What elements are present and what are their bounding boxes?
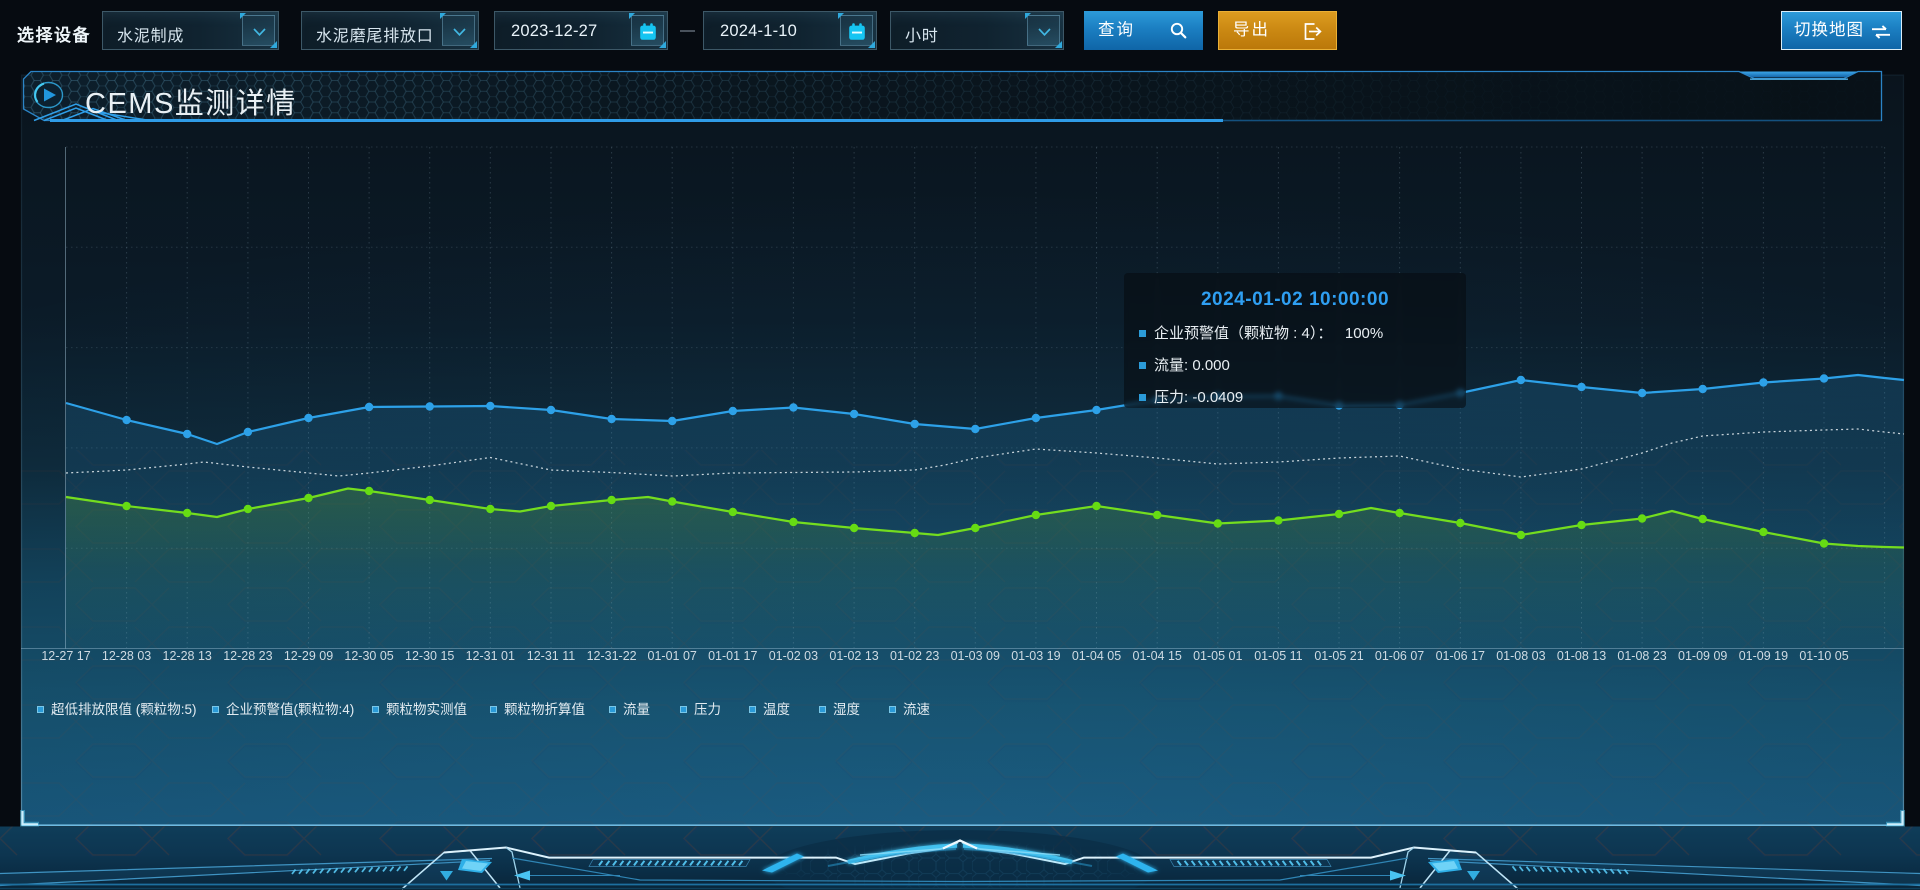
svg-text:12-27 17: 12-27 17: [41, 649, 90, 663]
svg-text:01-04 15: 01-04 15: [1133, 649, 1182, 663]
svg-text:01-05 11: 01-05 11: [1254, 649, 1302, 663]
svg-text:01-04 05: 01-04 05: [1072, 649, 1121, 663]
svg-text:12-30 05: 12-30 05: [344, 649, 393, 663]
svg-text:01-08 03: 01-08 03: [1496, 649, 1545, 663]
svg-text:12-28 13: 12-28 13: [163, 649, 212, 663]
svg-text:01-03 09: 01-03 09: [951, 649, 1000, 663]
svg-text:12-31 01: 12-31 01: [466, 649, 515, 663]
svg-text:12-31-22: 12-31-22: [587, 649, 637, 663]
svg-text:01-01 17: 01-01 17: [708, 649, 757, 663]
svg-text:01-02 23: 01-02 23: [890, 649, 939, 663]
svg-text:01-05 21: 01-05 21: [1314, 649, 1363, 663]
svg-text:01-05 01: 01-05 01: [1193, 649, 1242, 663]
svg-text:01-02 03: 01-02 03: [769, 649, 818, 663]
svg-text:01-06 17: 01-06 17: [1436, 649, 1485, 663]
svg-text:01-08 23: 01-08 23: [1617, 649, 1666, 663]
svg-text:12-28 03: 12-28 03: [102, 649, 151, 663]
svg-text:01-08 13: 01-08 13: [1557, 649, 1606, 663]
svg-text:01-10 05: 01-10 05: [1799, 649, 1848, 663]
svg-text:01-09 09: 01-09 09: [1678, 649, 1727, 663]
svg-text:01-09 19: 01-09 19: [1739, 649, 1788, 663]
svg-text:01-06 07: 01-06 07: [1375, 649, 1424, 663]
svg-text:12-28 23: 12-28 23: [223, 649, 272, 663]
svg-text:01-03 19: 01-03 19: [1011, 649, 1060, 663]
svg-text:12-31 11: 12-31 11: [527, 649, 575, 663]
svg-text:01-01 07: 01-01 07: [648, 649, 697, 663]
svg-text:12-30 15: 12-30 15: [405, 649, 454, 663]
svg-text:12-29 09: 12-29 09: [284, 649, 333, 663]
svg-text:01-02 13: 01-02 13: [829, 649, 878, 663]
